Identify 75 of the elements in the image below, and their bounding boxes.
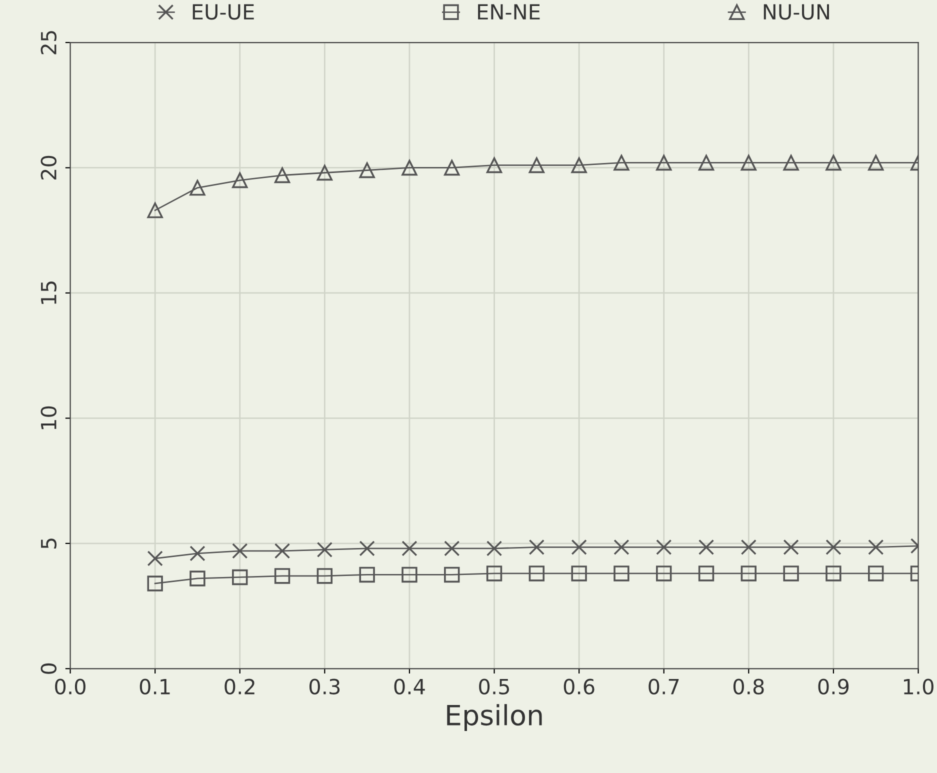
point bbox=[402, 566, 418, 583]
x-tick-label: 0.2 bbox=[224, 678, 254, 694]
point bbox=[656, 154, 672, 171]
point bbox=[656, 539, 672, 556]
point bbox=[486, 540, 502, 556]
x-tick-label: 0.4 bbox=[394, 678, 425, 694]
point bbox=[402, 160, 418, 176]
point bbox=[783, 154, 799, 171]
legend-label: EN-NE bbox=[478, 4, 540, 20]
y-tick-label: 5 bbox=[41, 538, 57, 548]
point bbox=[147, 202, 163, 218]
x-tick-label: 0.8 bbox=[733, 678, 764, 694]
point bbox=[444, 160, 460, 176]
point bbox=[359, 566, 375, 583]
point bbox=[190, 180, 206, 196]
point bbox=[486, 157, 502, 174]
point bbox=[614, 539, 630, 556]
y-tick-label: 0 bbox=[40, 663, 57, 674]
point bbox=[444, 566, 460, 583]
point bbox=[190, 546, 206, 562]
point bbox=[147, 576, 163, 592]
y-tick-label: 20 bbox=[40, 156, 57, 180]
point bbox=[740, 154, 757, 171]
x-tick-label: 0.1 bbox=[140, 678, 170, 694]
point bbox=[402, 540, 418, 556]
x-tick-label: 0.3 bbox=[309, 678, 340, 694]
point bbox=[698, 539, 714, 556]
point bbox=[614, 566, 630, 582]
point bbox=[232, 569, 248, 586]
point bbox=[528, 539, 545, 556]
point bbox=[274, 568, 290, 584]
x-axis-title: Epsilon bbox=[447, 704, 542, 731]
point bbox=[190, 570, 206, 586]
point bbox=[656, 566, 672, 582]
point bbox=[868, 154, 884, 171]
point bbox=[316, 542, 333, 558]
point bbox=[571, 539, 587, 556]
point bbox=[274, 167, 290, 184]
x-tick-label: 0.9 bbox=[818, 678, 849, 694]
point bbox=[826, 154, 842, 171]
legend-label: EU-UE bbox=[192, 4, 254, 20]
point bbox=[232, 172, 248, 188]
x-tick-label: 0.7 bbox=[648, 678, 679, 694]
x-tick-label: 0.0 bbox=[55, 678, 86, 694]
point bbox=[698, 566, 714, 582]
x-tick-label: 0.6 bbox=[564, 678, 594, 694]
point bbox=[359, 162, 375, 178]
point bbox=[528, 566, 545, 582]
point bbox=[868, 566, 884, 582]
point bbox=[571, 566, 587, 582]
point bbox=[614, 154, 630, 171]
point bbox=[316, 164, 333, 181]
point bbox=[783, 539, 799, 556]
point bbox=[826, 566, 842, 582]
point bbox=[698, 154, 714, 171]
legend-label: NU-UN bbox=[764, 4, 829, 20]
x-tick-label: 0.5 bbox=[479, 678, 510, 694]
point bbox=[316, 568, 333, 584]
y-tick-label: 25 bbox=[40, 31, 57, 54]
point bbox=[740, 566, 757, 582]
y-tick-label: 10 bbox=[40, 406, 57, 430]
point bbox=[359, 540, 375, 556]
point bbox=[783, 566, 799, 582]
y-tick-label: 15 bbox=[41, 282, 57, 304]
point bbox=[528, 157, 545, 174]
point bbox=[740, 539, 757, 556]
point bbox=[868, 539, 884, 556]
x-tick-label: 1.0 bbox=[904, 678, 934, 694]
point bbox=[571, 157, 587, 174]
point bbox=[274, 543, 290, 559]
point bbox=[486, 566, 502, 582]
point bbox=[826, 539, 842, 556]
point bbox=[232, 543, 248, 559]
point bbox=[444, 540, 460, 556]
point bbox=[147, 550, 163, 566]
